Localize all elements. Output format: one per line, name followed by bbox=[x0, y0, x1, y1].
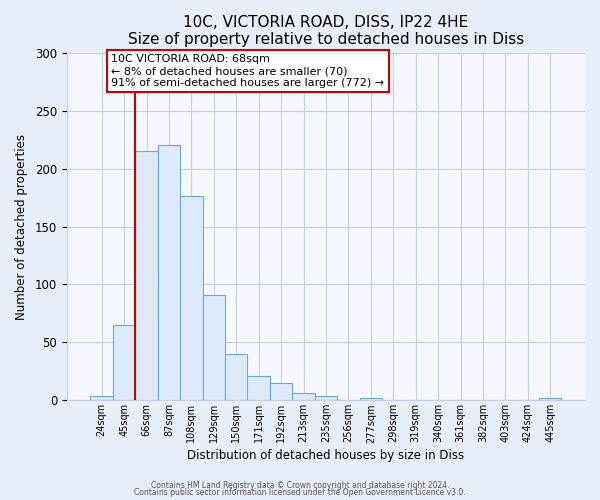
X-axis label: Distribution of detached houses by size in Diss: Distribution of detached houses by size … bbox=[187, 450, 464, 462]
Y-axis label: Number of detached properties: Number of detached properties bbox=[15, 134, 28, 320]
Bar bbox=[203, 295, 225, 401]
Text: Contains HM Land Registry data © Crown copyright and database right 2024.: Contains HM Land Registry data © Crown c… bbox=[151, 480, 449, 490]
Bar bbox=[315, 396, 337, 400]
Bar bbox=[247, 376, 270, 400]
Bar bbox=[113, 325, 136, 400]
Bar bbox=[539, 398, 562, 400]
Text: 10C VICTORIA ROAD: 68sqm
← 8% of detached houses are smaller (70)
91% of semi-de: 10C VICTORIA ROAD: 68sqm ← 8% of detache… bbox=[111, 54, 384, 88]
Title: 10C, VICTORIA ROAD, DISS, IP22 4HE
Size of property relative to detached houses : 10C, VICTORIA ROAD, DISS, IP22 4HE Size … bbox=[128, 15, 524, 48]
Bar bbox=[136, 151, 158, 400]
Bar bbox=[292, 394, 315, 400]
Bar bbox=[158, 146, 180, 400]
Bar bbox=[180, 196, 203, 400]
Bar bbox=[91, 396, 113, 400]
Bar bbox=[359, 398, 382, 400]
Text: Contains public sector information licensed under the Open Government Licence v3: Contains public sector information licen… bbox=[134, 488, 466, 497]
Bar bbox=[225, 354, 247, 401]
Bar bbox=[270, 383, 292, 400]
